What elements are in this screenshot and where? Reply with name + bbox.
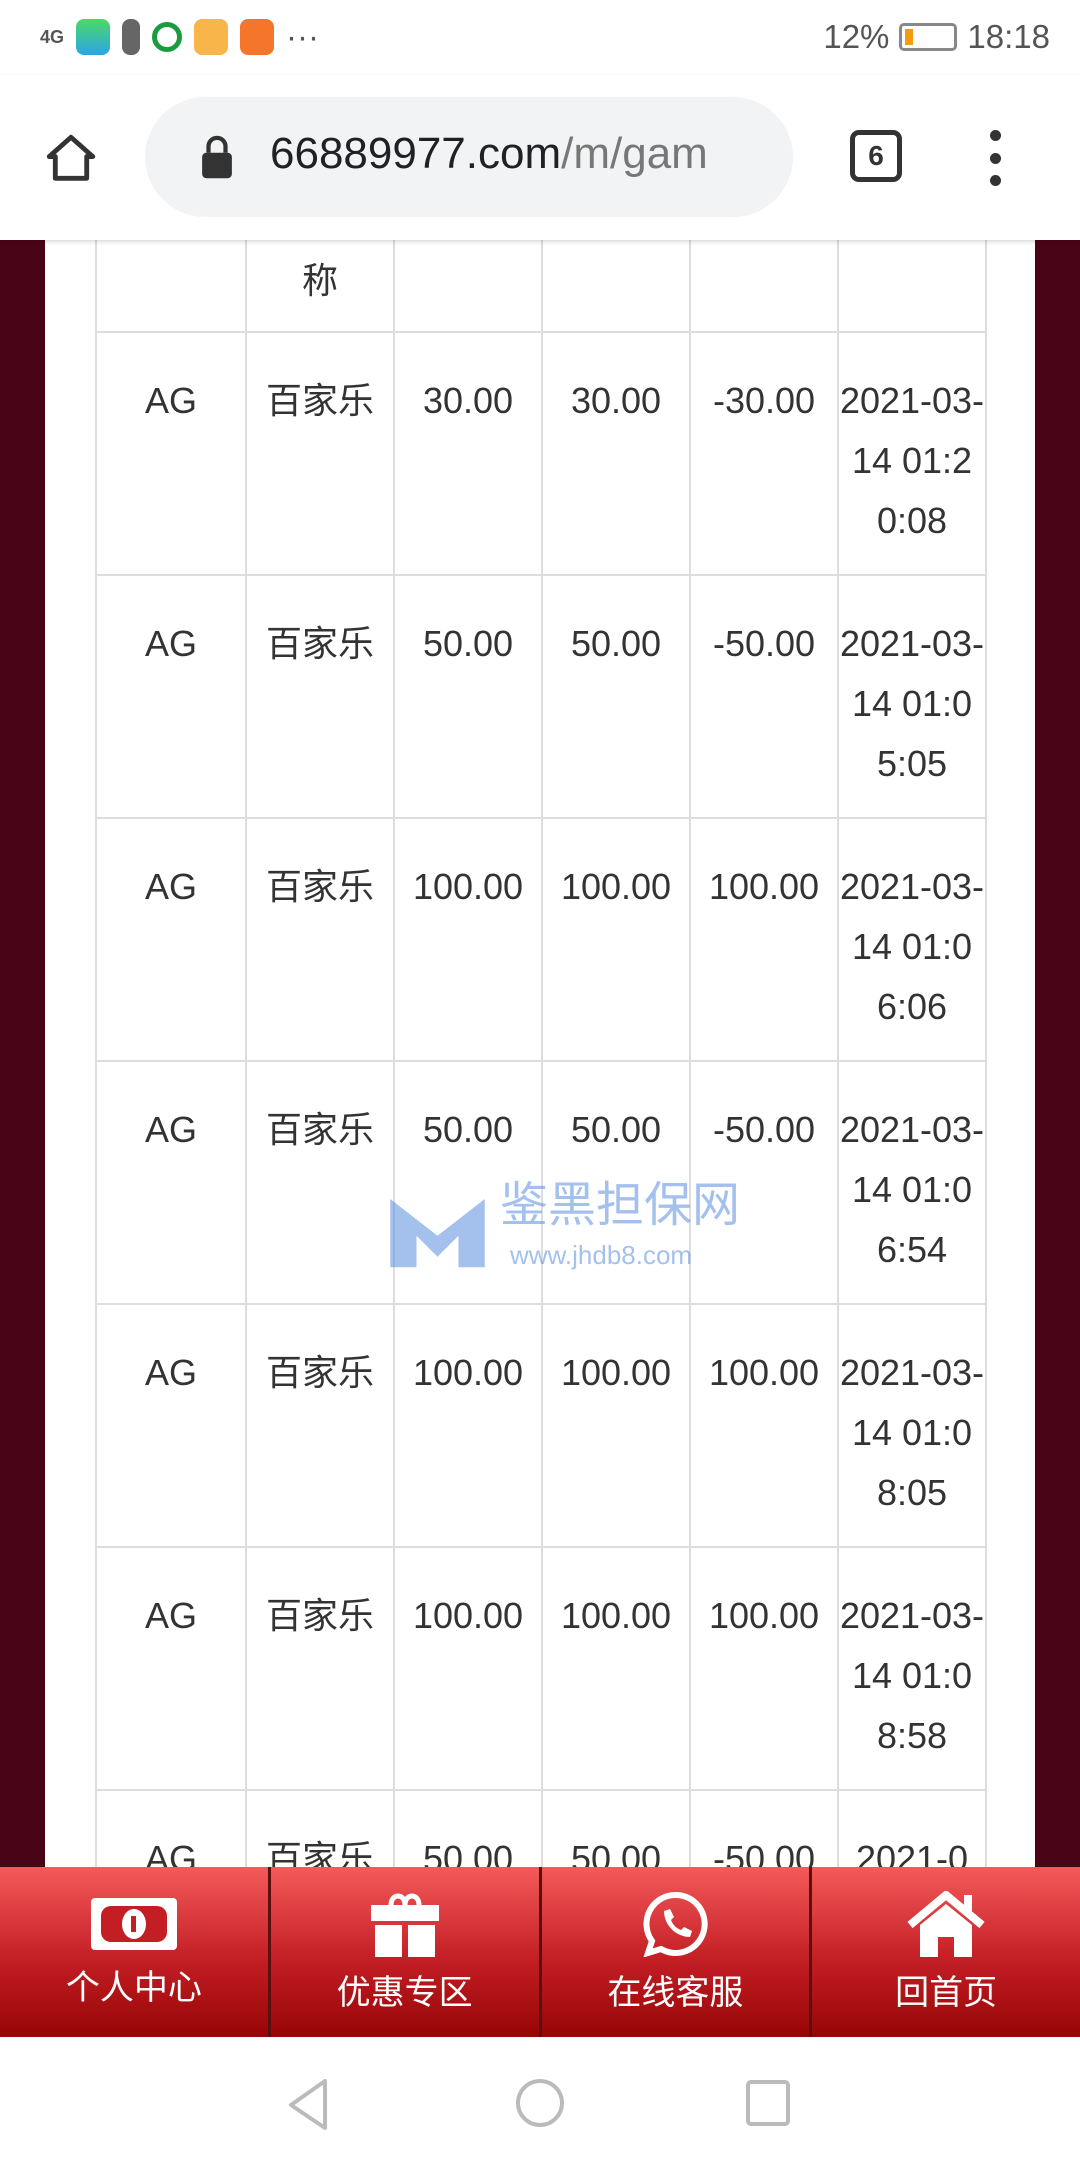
table-cell: 2021-03-14 01:08:58 <box>837 1546 987 1791</box>
table-cell: 50.00 <box>541 1060 691 1305</box>
more-notifications-icon: ··· <box>286 18 319 55</box>
table-cell: -50.00 <box>689 1060 839 1305</box>
home-icon[interactable] <box>42 130 100 188</box>
table-cell: 50.00 <box>393 1789 543 1867</box>
table-cell: 100.00 <box>541 817 691 1062</box>
tab-count: 6 <box>868 140 884 171</box>
nav-personal-center[interactable]: 个人中心 <box>0 1867 271 2037</box>
table-cell: 2021-03-14 01:08:05 <box>837 1303 987 1548</box>
table-cell: 100.00 <box>689 817 839 1062</box>
nav-label: 回首页 <box>895 1973 998 2012</box>
table-cell: AG <box>95 1789 247 1867</box>
records-panel: 称 AG 百家乐 30.00 30.00 -30.00 2021-03-14 01:20:0… <box>45 240 1035 1867</box>
table-cell: 50.00 <box>541 1789 691 1867</box>
table-cell: 30.00 <box>393 331 543 576</box>
battery-percent: 12% <box>823 18 890 55</box>
table-cell: AG <box>95 1303 247 1548</box>
table-cell: 2021-03-14 01:05:05 <box>837 574 987 819</box>
table-cell: 2021-03-14 01:06:06 <box>837 817 987 1062</box>
table-row: AG 百家乐 30.00 30.00 -30.00 2021-03-14 01:20:08 <box>95 331 987 576</box>
table-cell: 2021-03-14 01:06:54 <box>837 1060 987 1305</box>
table-cell: 30.00 <box>541 331 691 576</box>
table-cell <box>541 240 691 333</box>
table-cell: AG <box>95 1546 247 1791</box>
table-row: AG 百家乐 50.00 50.00 -50.00 2021-03-14 01:06:54 <box>95 1060 987 1305</box>
table-row: AG 百家乐 100.00 100.00 100.00 2021-03-14 01:08:… <box>95 1546 987 1791</box>
table-cell: AG <box>95 817 247 1062</box>
table-cell: 100.00 <box>393 1303 543 1548</box>
app-icon <box>240 19 275 55</box>
clock: 18:18 <box>967 18 1050 55</box>
table-cell: 百家乐 <box>245 1789 395 1867</box>
table-header-row: 称 <box>95 240 987 333</box>
table-cell: 100.00 <box>541 1303 691 1548</box>
table-row: AG 百家乐 50.00 50.00 -50.00 2021-03-14 01:05:05 <box>95 574 987 819</box>
app-icon <box>194 19 229 55</box>
nav-label: 在线客服 <box>607 1973 744 2012</box>
bottom-nav: 个人中心 优惠专区 在线客服 回首页 <box>0 1867 1080 2037</box>
table-cell: 100.00 <box>541 1546 691 1791</box>
recents-icon[interactable] <box>745 2079 791 2127</box>
nav-home[interactable]: 回首页 <box>812 1867 1080 2037</box>
table-cell <box>95 240 247 333</box>
home-circle-icon[interactable] <box>514 2077 566 2129</box>
app-icon <box>152 22 183 52</box>
table-cell: AG <box>95 574 247 819</box>
table-cell: 百家乐 <box>245 1546 395 1791</box>
table-cell: 100.00 <box>689 1546 839 1791</box>
system-nav-bar <box>0 2037 1080 2160</box>
table-cell <box>393 240 543 333</box>
page-content: 称 AG 百家乐 30.00 30.00 -30.00 2021-03-14 01:20:0… <box>0 240 1080 1867</box>
home-icon <box>907 1890 985 1957</box>
url-path: /m/gam <box>561 129 708 178</box>
table-cell: 50.00 <box>393 574 543 819</box>
bet-records-table: 称 AG 百家乐 30.00 30.00 -30.00 2021-03-14 01:20:0… <box>95 240 987 1867</box>
nav-online-service[interactable]: 在线客服 <box>542 1867 813 2037</box>
money-icon <box>90 1897 177 1950</box>
table-cell: AG <box>95 331 247 576</box>
table-cell: 百家乐 <box>245 1303 395 1548</box>
nav-label: 个人中心 <box>65 1968 202 2007</box>
table-cell: 百家乐 <box>245 817 395 1062</box>
table-cell <box>689 240 839 333</box>
app-icon <box>76 19 111 55</box>
table-cell: 2021-0 <box>837 1789 987 1867</box>
battery-icon <box>899 23 958 51</box>
lock-icon <box>202 135 232 179</box>
nav-promotions[interactable]: 优惠专区 <box>271 1867 542 2037</box>
alert-icon <box>122 19 141 55</box>
table-cell: AG <box>95 1060 247 1305</box>
table-cell: 50.00 <box>393 1060 543 1305</box>
table-cell: 100.00 <box>393 1546 543 1791</box>
table-cell: 称 <box>245 240 395 333</box>
table-cell: 百家乐 <box>245 331 395 576</box>
gift-icon <box>370 1893 439 1957</box>
table-cell: -50.00 <box>689 1789 839 1867</box>
table-cell <box>837 240 987 333</box>
table-row: AG 百家乐 100.00 100.00 100.00 2021-03-14 01:08:… <box>95 1303 987 1548</box>
address-bar[interactable]: 66889977.com/m/gam <box>145 97 793 217</box>
table-cell: -50.00 <box>689 574 839 819</box>
browser-toolbar: 66889977.com/m/gam 6 <box>0 75 1080 240</box>
table-cell: 百家乐 <box>245 1060 395 1305</box>
url-host: 66889977.com <box>270 129 562 178</box>
chat-phone-icon <box>643 1891 709 1957</box>
table-cell: 50.00 <box>541 574 691 819</box>
status-bar: 4G ··· 12% 18:18 <box>0 0 1080 75</box>
table-row: AG 百家乐 100.00 100.00 100.00 2021-03-14 01:06:… <box>95 817 987 1062</box>
table-row: AG 百家乐 50.00 50.00 -50.00 2021-0 <box>95 1789 987 1867</box>
table-cell: 2021-03-14 01:20:08 <box>837 331 987 576</box>
tab-switcher-button[interactable]: 6 <box>850 130 902 182</box>
signal-icon: 4G <box>40 26 65 47</box>
table-cell: 百家乐 <box>245 574 395 819</box>
nav-label: 优惠专区 <box>336 1973 473 2012</box>
table-cell: 100.00 <box>689 1303 839 1548</box>
table-cell: -30.00 <box>689 331 839 576</box>
menu-button[interactable] <box>985 130 1005 186</box>
back-icon[interactable] <box>285 2077 330 2132</box>
table-cell: 100.00 <box>393 817 543 1062</box>
